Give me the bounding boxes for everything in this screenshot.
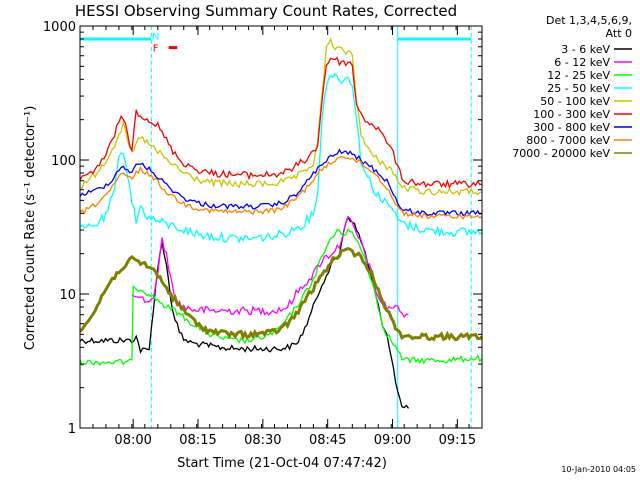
series-line-5 (79, 56, 483, 189)
series-line-7 (79, 156, 483, 220)
series-line-6 (79, 148, 483, 217)
series-line-4 (79, 37, 483, 197)
x-tick-label-1: 08:15 (179, 433, 216, 448)
x-tick-label-4: 09:00 (374, 433, 411, 448)
plot-area: NF 1 10 100 1000 08:00 08:15 08:30 08:45 09:00 09:… (43, 20, 483, 448)
legend-label-0: 3 - 6 keV (561, 43, 610, 56)
marker-label-f: F (153, 44, 159, 55)
footer-timestamp: 10-Jan-2010 04:05 (561, 465, 636, 474)
legend-label-5: 100 - 300 keV (533, 108, 610, 121)
series-line-3 (79, 72, 483, 244)
y-tick-label-1000: 1000 (43, 20, 76, 35)
legend-header-1: Att 0 (606, 27, 632, 40)
marker-label-n: N (152, 31, 159, 42)
legend-label-2: 12 - 25 keV (547, 69, 610, 82)
legend-label-4: 50 - 100 keV (540, 95, 610, 108)
y-axis-label: Corrected Count Rate (s⁻¹ detector⁻¹) (23, 106, 38, 351)
y-tick-label-10: 10 (59, 288, 76, 303)
y-tick-label-100: 100 (51, 154, 76, 169)
legend-label-1: 6 - 12 keV (554, 56, 610, 69)
legend-label-6: 300 - 800 keV (533, 121, 610, 134)
legend-label-8: 7000 - 20000 keV (512, 147, 610, 160)
x-tick-label-0: 08:00 (114, 433, 151, 448)
series-line-8 (79, 247, 483, 342)
x-tick-label-5: 09:15 (439, 433, 476, 448)
series-line-2 (79, 227, 483, 367)
y-tick-label-1: 1 (68, 422, 76, 437)
legend-label-3: 25 - 50 keV (547, 82, 610, 95)
chart-title: HESSI Observing Summary Count Rates, Cor… (75, 2, 457, 20)
x-axis-label: Start Time (21-Oct-04 07:47:42) (177, 456, 387, 471)
legend-label-7: 800 - 7000 keV (526, 134, 610, 147)
x-tick-label-2: 08:30 (244, 433, 281, 448)
plot-frame (79, 25, 483, 429)
x-tick-label-3: 08:45 (309, 433, 346, 448)
legend-header-0: Det 1,3,4,5,6,9, (546, 14, 632, 27)
series-line-1 (131, 215, 409, 319)
